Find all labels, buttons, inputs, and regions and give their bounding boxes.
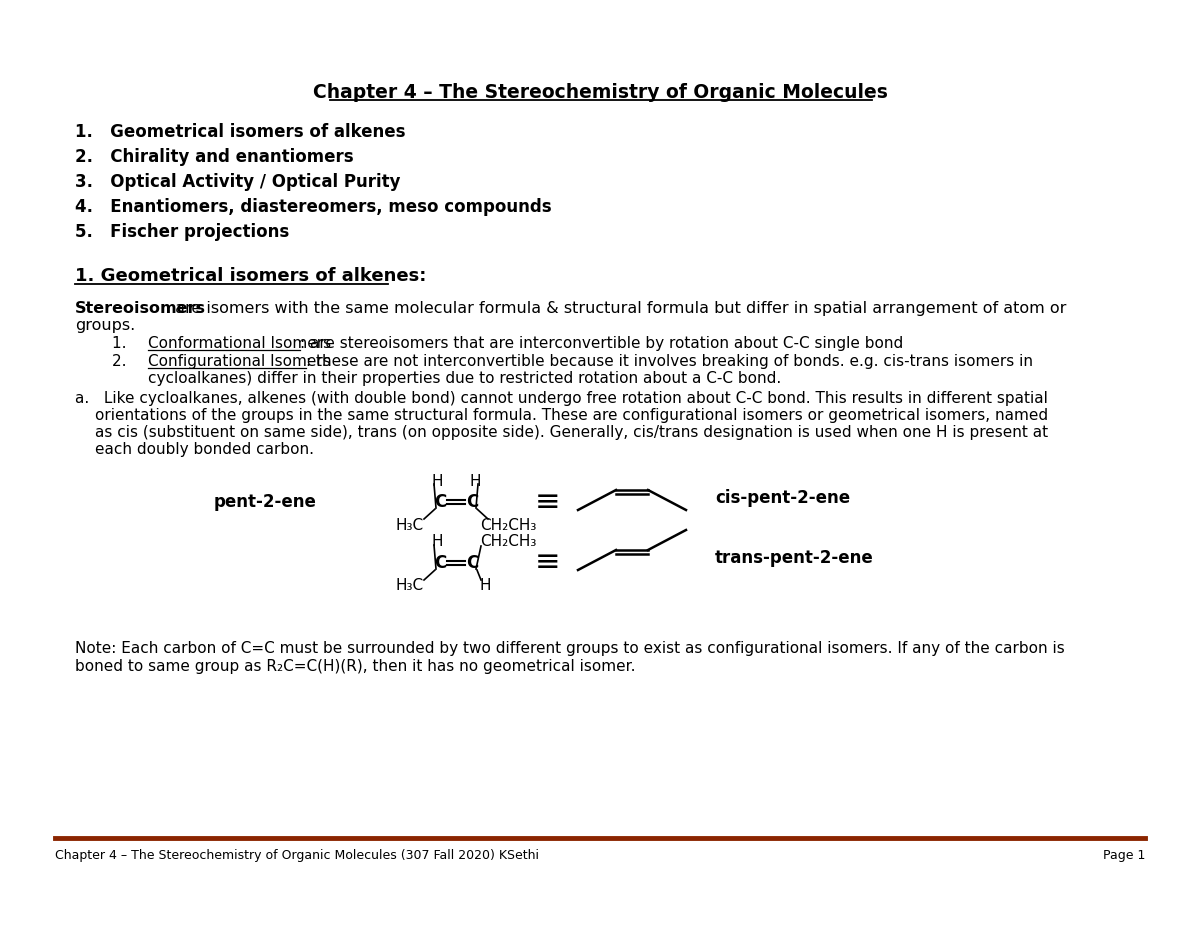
Text: CH₂CH₃: CH₂CH₃ — [480, 517, 536, 532]
Text: 3.   Optical Activity / Optical Purity: 3. Optical Activity / Optical Purity — [74, 173, 401, 191]
Text: 1.   Geometrical isomers of alkenes: 1. Geometrical isomers of alkenes — [74, 123, 406, 141]
Text: CH₂CH₃: CH₂CH₃ — [480, 535, 536, 550]
Text: trans-pent-2-ene: trans-pent-2-ene — [715, 549, 874, 567]
Text: cis-pent-2-ene: cis-pent-2-ene — [715, 489, 850, 507]
Text: are isomers with the same molecular formula & structural formula but differ in s: are isomers with the same molecular form… — [170, 300, 1067, 315]
Text: Configurational Isomers: Configurational Isomers — [148, 353, 331, 369]
Text: orientations of the groups in the same structural formula. These are configurati: orientations of the groups in the same s… — [95, 408, 1048, 423]
Text: ≡: ≡ — [535, 488, 560, 516]
Text: Note: Each carbon of C=C must be surrounded by two different groups to exist as : Note: Each carbon of C=C must be surroun… — [74, 641, 1064, 655]
Text: groups.: groups. — [74, 318, 136, 333]
Text: C: C — [434, 554, 446, 572]
Text: Chapter 4 – The Stereochemistry of Organic Molecules: Chapter 4 – The Stereochemistry of Organ… — [312, 83, 888, 101]
Text: H: H — [479, 578, 491, 593]
Text: 4.   Enantiomers, diastereomers, meso compounds: 4. Enantiomers, diastereomers, meso comp… — [74, 198, 552, 216]
Text: H: H — [469, 474, 481, 489]
Text: H₃C: H₃C — [396, 517, 424, 532]
Text: Chapter 4 – The Stereochemistry of Organic Molecules (307 Fall 2020) KSethi: Chapter 4 – The Stereochemistry of Organ… — [55, 849, 539, 862]
Text: 1. Geometrical isomers of alkenes:: 1. Geometrical isomers of alkenes: — [74, 267, 426, 285]
Text: Page 1: Page 1 — [1103, 849, 1145, 862]
Text: Conformational Isomers: Conformational Isomers — [148, 336, 331, 350]
Text: as cis (substituent on same side), trans (on opposite side). Generally, cis/tran: as cis (substituent on same side), trans… — [95, 425, 1048, 439]
Text: C: C — [466, 493, 478, 511]
Text: C: C — [434, 493, 446, 511]
Text: H₃C: H₃C — [396, 578, 424, 593]
Text: H: H — [431, 474, 443, 489]
Text: C: C — [466, 554, 478, 572]
Text: H: H — [431, 535, 443, 550]
Text: ≡: ≡ — [535, 549, 560, 578]
Text: : are stereoisomers that are interconvertible by rotation about C-C single bond: : are stereoisomers that are interconver… — [300, 336, 904, 350]
Text: a.   Like cycloalkanes, alkenes (with double bond) cannot undergo free rotation : a. Like cycloalkanes, alkenes (with doub… — [74, 390, 1048, 405]
Text: 5.   Fischer projections: 5. Fischer projections — [74, 223, 289, 241]
Text: : these are not interconvertible because it involves breaking of bonds. e.g. cis: : these are not interconvertible because… — [306, 353, 1033, 369]
Text: 2.   Chirality and enantiomers: 2. Chirality and enantiomers — [74, 148, 354, 166]
Text: boned to same group as R₂C=C(H)(R), then it has no geometrical isomer.: boned to same group as R₂C=C(H)(R), then… — [74, 658, 636, 674]
Text: Stereoisomers: Stereoisomers — [74, 300, 206, 315]
Text: each doubly bonded carbon.: each doubly bonded carbon. — [95, 441, 314, 456]
Text: cycloalkanes) differ in their properties due to restricted rotation about a C-C : cycloalkanes) differ in their properties… — [148, 371, 781, 386]
Text: 2.: 2. — [112, 353, 137, 369]
Text: pent-2-ene: pent-2-ene — [214, 493, 317, 511]
Text: 1.: 1. — [112, 336, 137, 350]
